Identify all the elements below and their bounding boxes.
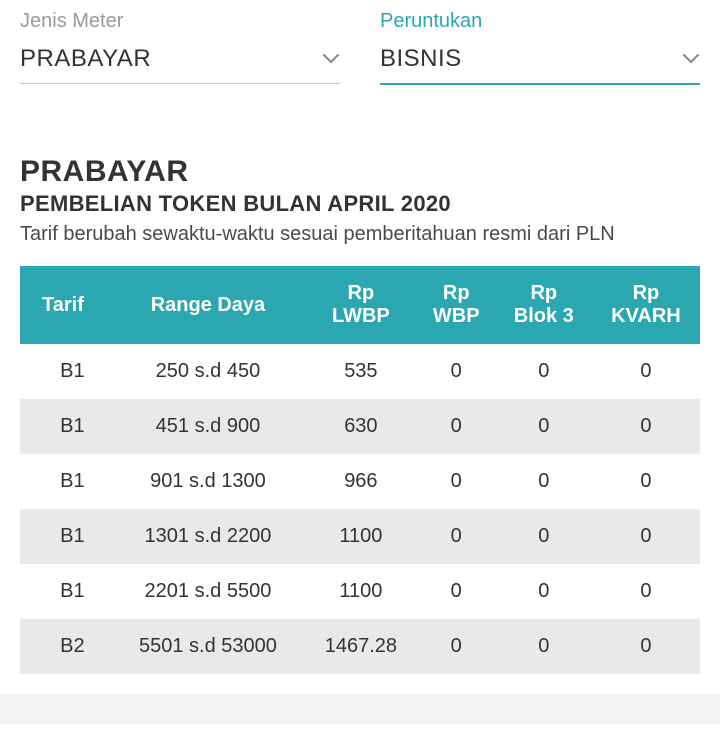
- table-cell: 1100: [305, 564, 417, 619]
- table-cell: B2: [20, 619, 111, 674]
- filter-usage-value: BISNIS: [380, 45, 462, 73]
- table-cell: 901 s.d 1300: [111, 454, 305, 509]
- table-cell: 1301 s.d 2200: [111, 509, 305, 564]
- table-cell: B1: [20, 454, 111, 509]
- page-subtitle: PEMBELIAN TOKEN BULAN APRIL 2020: [20, 191, 700, 217]
- table-cell: 535: [305, 344, 417, 399]
- filter-meter-select[interactable]: PRABAYAR: [20, 39, 340, 84]
- table-cell: 0: [417, 509, 496, 564]
- table-cell: B1: [20, 564, 111, 619]
- table-cell: 1100: [305, 509, 417, 564]
- col-header: Range Daya: [111, 266, 305, 344]
- filter-meter-label: Jenis Meter: [20, 10, 340, 33]
- table-cell: 0: [496, 399, 592, 454]
- table-cell: 966: [305, 454, 417, 509]
- table-cell: 451 s.d 900: [111, 399, 305, 454]
- table-cell: 1467.28: [305, 619, 417, 674]
- table-cell: B1: [20, 344, 111, 399]
- table-cell: 0: [496, 454, 592, 509]
- col-header: RpLWBP: [305, 266, 417, 344]
- table-cell: 0: [496, 509, 592, 564]
- table-cell: 0: [417, 344, 496, 399]
- col-header: RpWBP: [417, 266, 496, 344]
- table-cell: 0: [417, 619, 496, 674]
- table-cell: 0: [496, 344, 592, 399]
- table-row: B25501 s.d 530001467.28000: [20, 619, 700, 674]
- chevron-down-icon: [682, 50, 700, 68]
- bottom-bar: [0, 694, 720, 724]
- table-cell: B1: [20, 509, 111, 564]
- table-cell: 0: [592, 399, 700, 454]
- table-row: B11301 s.d 22001100000: [20, 509, 700, 564]
- filter-usage: Peruntukan BISNIS: [380, 10, 700, 85]
- table-cell: 0: [592, 619, 700, 674]
- table-cell: 0: [592, 454, 700, 509]
- filter-usage-label: Peruntukan: [380, 10, 700, 33]
- table-cell: 250 s.d 450: [111, 344, 305, 399]
- table-cell: 0: [592, 509, 700, 564]
- filter-meter-value: PRABAYAR: [20, 45, 151, 73]
- table-row: B1250 s.d 450535000: [20, 344, 700, 399]
- table-cell: 5501 s.d 53000: [111, 619, 305, 674]
- page-title: PRABAYAR: [20, 155, 700, 189]
- table-cell: 0: [496, 564, 592, 619]
- page-note: Tarif berubah sewaktu-waktu sesuai pembe…: [20, 221, 700, 248]
- table-row: B1901 s.d 1300966000: [20, 454, 700, 509]
- table-cell: 630: [305, 399, 417, 454]
- table-header: TarifRange DayaRpLWBPRpWBPRpBlok 3RpKVAR…: [20, 266, 700, 344]
- filter-meter: Jenis Meter PRABAYAR: [20, 10, 340, 85]
- filters-bar: Jenis Meter PRABAYAR Peruntukan BISNIS: [0, 0, 720, 85]
- table-cell: 0: [417, 564, 496, 619]
- col-header: Tarif: [20, 266, 111, 344]
- table-row: B1451 s.d 900630000: [20, 399, 700, 454]
- chevron-down-icon: [322, 50, 340, 68]
- table-cell: 0: [592, 564, 700, 619]
- table-cell: 0: [592, 344, 700, 399]
- col-header: RpKVARH: [592, 266, 700, 344]
- table-cell: 0: [417, 399, 496, 454]
- table-row: B12201 s.d 55001100000: [20, 564, 700, 619]
- table-cell: 0: [496, 619, 592, 674]
- table-cell: 2201 s.d 5500: [111, 564, 305, 619]
- filter-usage-select[interactable]: BISNIS: [380, 39, 700, 85]
- table-cell: B1: [20, 399, 111, 454]
- table-cell: 0: [417, 454, 496, 509]
- content: PRABAYAR PEMBELIAN TOKEN BULAN APRIL 202…: [0, 135, 720, 674]
- table-body: B1250 s.d 450535000B1451 s.d 900630000B1…: [20, 344, 700, 674]
- col-header: RpBlok 3: [496, 266, 592, 344]
- tariff-table: TarifRange DayaRpLWBPRpWBPRpBlok 3RpKVAR…: [20, 266, 700, 674]
- spacer: [0, 85, 720, 135]
